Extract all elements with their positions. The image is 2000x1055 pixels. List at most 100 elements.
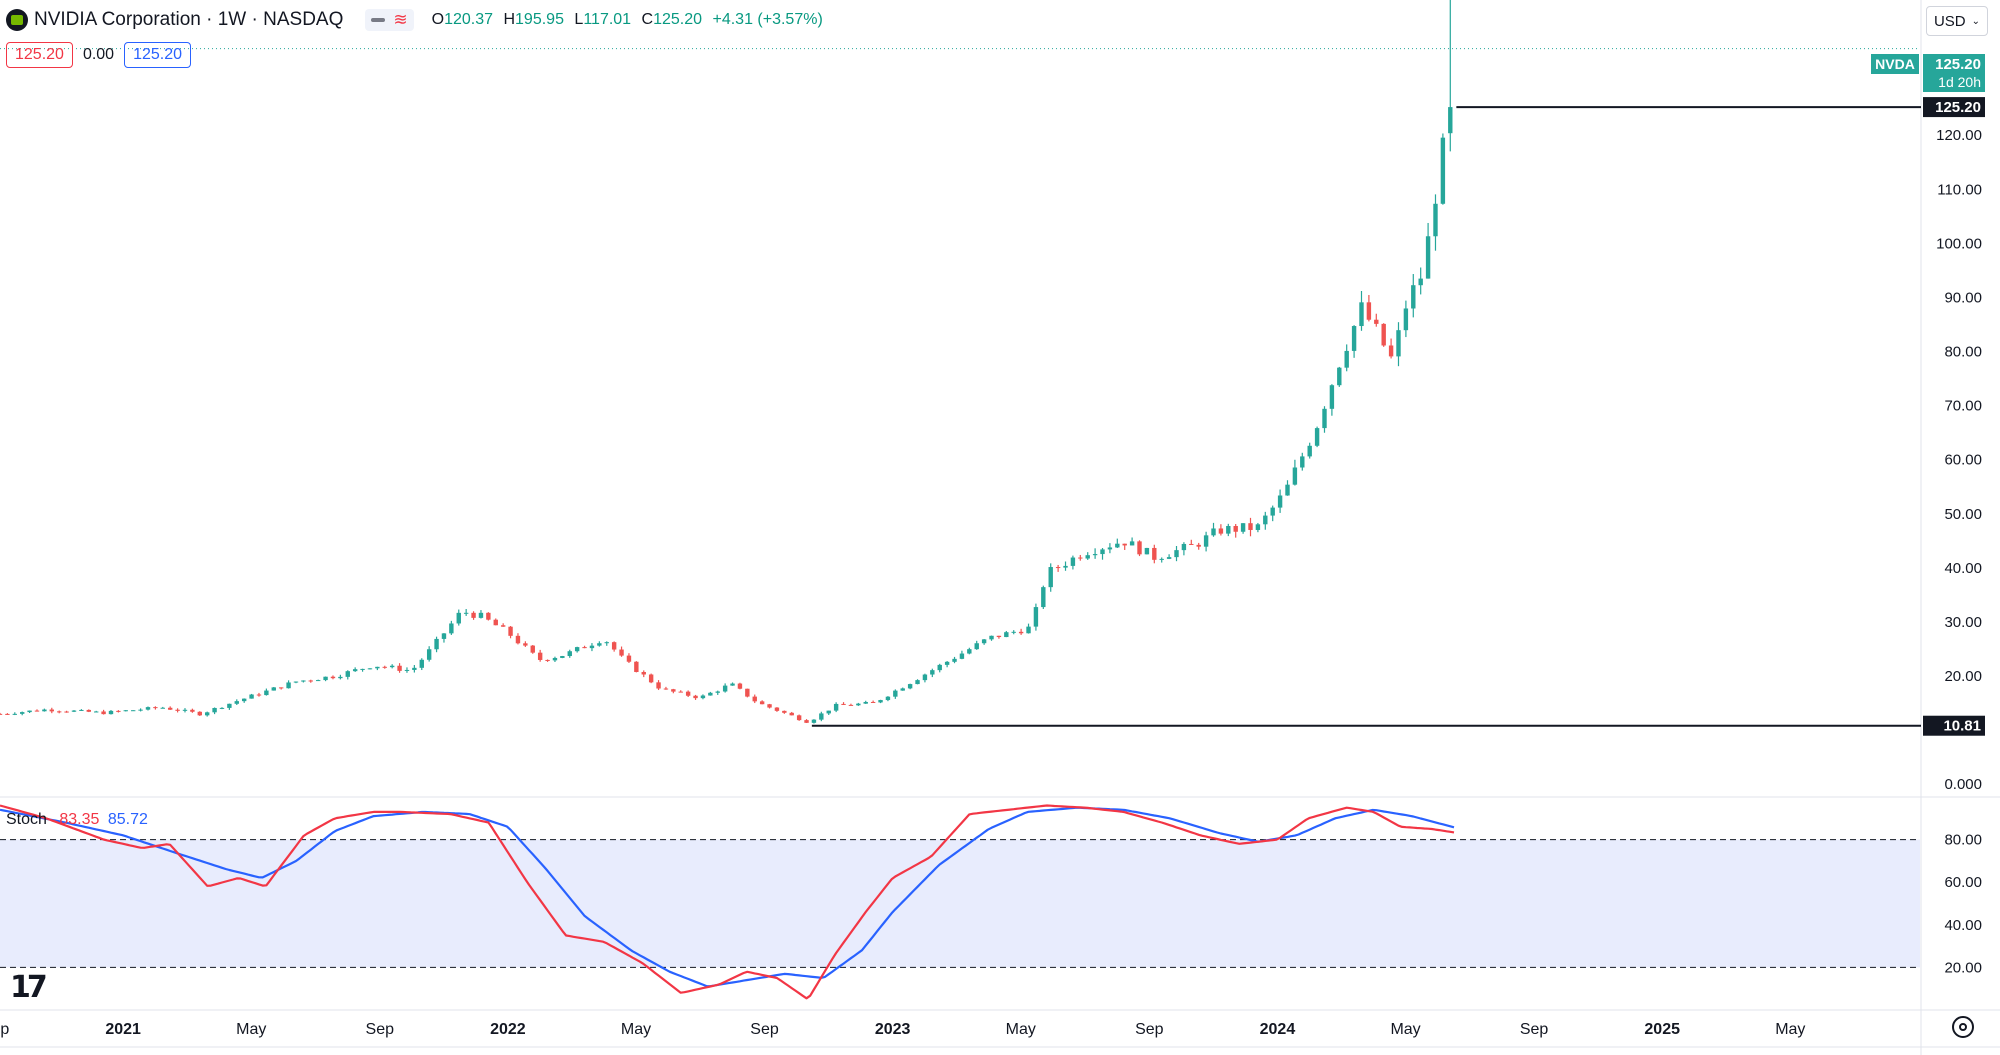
candle-body [959,653,965,659]
candle-body [1122,543,1127,546]
candle-body [123,710,128,712]
candle-body [715,691,720,693]
candle-body [5,713,10,715]
spread-value: 0.00 [82,46,115,63]
time-axis-tick: May [1006,1021,1036,1038]
sell-price-button[interactable]: 125.20 [6,42,73,68]
candle-body [227,703,232,708]
candle-body [256,694,262,696]
candle-body [634,661,639,672]
candle-body [345,671,350,677]
candle-body [722,685,728,692]
candle-body [79,709,84,711]
stoch-axis-tick: 60.00 [1944,874,1982,891]
symbol-tag-box [1871,54,1919,74]
candle-body [589,645,595,649]
currency-select[interactable]: USD ⌄ [1926,6,1988,36]
candle-body [1396,330,1401,357]
gear-icon[interactable] [1952,1016,1974,1038]
price-axis-tick: 70.00 [1944,398,1982,415]
candle-body [397,665,402,671]
candle-body [315,680,321,682]
candle-body [49,709,54,712]
price-axis-tick: 110.00 [1937,181,1982,198]
price-axis-tick: 60.00 [1944,452,1982,469]
candle-body [1233,525,1238,532]
candle-body [471,612,476,618]
candle-body [1226,525,1231,534]
time-axis-tick: 2024 [1260,1021,1296,1038]
candle-body [1270,507,1275,516]
stoch-axis-tick: 40.00 [1944,917,1982,934]
candle-body [456,612,461,624]
candle-body [604,642,609,644]
marker-label-high: 125.20 [1935,99,1981,116]
close-label: C [641,11,654,28]
candle-body [700,695,706,699]
price-axis-tick: 40.00 [1944,560,1982,577]
indicator-visibility-toggle[interactable]: ≋ [365,9,414,31]
candle-body [619,649,624,656]
high-label: H [503,11,516,28]
candle-body [1337,367,1342,386]
candle-body [419,659,424,668]
candle-body [1174,550,1179,558]
symbol-title[interactable]: NVIDIA Corporation · 1W · NASDAQ [34,9,344,30]
buy-price-button[interactable]: 125.20 [124,42,192,68]
price-axis-tick: 30.00 [1944,614,1982,631]
candle-body [412,667,417,670]
candle-body [974,643,979,650]
candle-body [1448,107,1453,134]
candle-body [1018,631,1024,634]
candle-body [848,704,854,706]
tradingview-logo-icon[interactable]: 17 [10,970,48,1005]
candle-body [796,715,802,721]
candle-body [116,710,121,712]
candle-body [1078,557,1083,559]
candle-body [789,712,794,716]
candle-body [42,709,47,712]
candle-body [1181,543,1187,551]
stoch-legend[interactable]: Stoch 83.35 85.72 [6,811,148,829]
candle-body [885,696,891,701]
candle-body [478,612,484,618]
candle-body [56,711,62,713]
candle-body [641,671,646,675]
price-axis-tick: 50.00 [1944,506,1982,523]
candle-body [153,707,158,709]
stoch-d-line [0,806,1455,988]
candle-body [870,701,876,703]
nvidia-logo-icon [6,9,28,31]
candle-body [241,698,247,702]
candle-body [737,683,743,689]
candle-body [382,666,387,668]
candle-body [996,635,1002,638]
candle-body [0,713,3,715]
candle-body [352,669,358,672]
time-axis-tick: Sep [0,1021,9,1038]
candle-body [752,696,757,702]
time-axis-tick: 2021 [105,1021,141,1038]
candle-body [856,703,861,706]
candle-body [878,700,883,703]
candle-body [530,645,535,653]
candle-body [389,665,395,668]
candle-body [93,711,99,713]
candle-body [463,612,469,614]
candle-body [71,710,77,712]
candle-body [338,676,343,679]
time-axis-tick: May [1775,1021,1805,1038]
candle-body [293,681,299,683]
candle-body [1285,484,1290,496]
price-axis-tick: 20.00 [1944,668,1982,685]
candle-body [989,635,994,640]
time-axis-tick: 2025 [1644,1021,1680,1038]
candle-body [19,712,25,714]
time-axis-tick: 2023 [875,1021,911,1038]
candle-body [937,664,942,671]
candle-body [301,680,306,682]
candle-body [130,710,136,712]
candle-body [560,656,565,658]
candle-body [1425,236,1431,279]
